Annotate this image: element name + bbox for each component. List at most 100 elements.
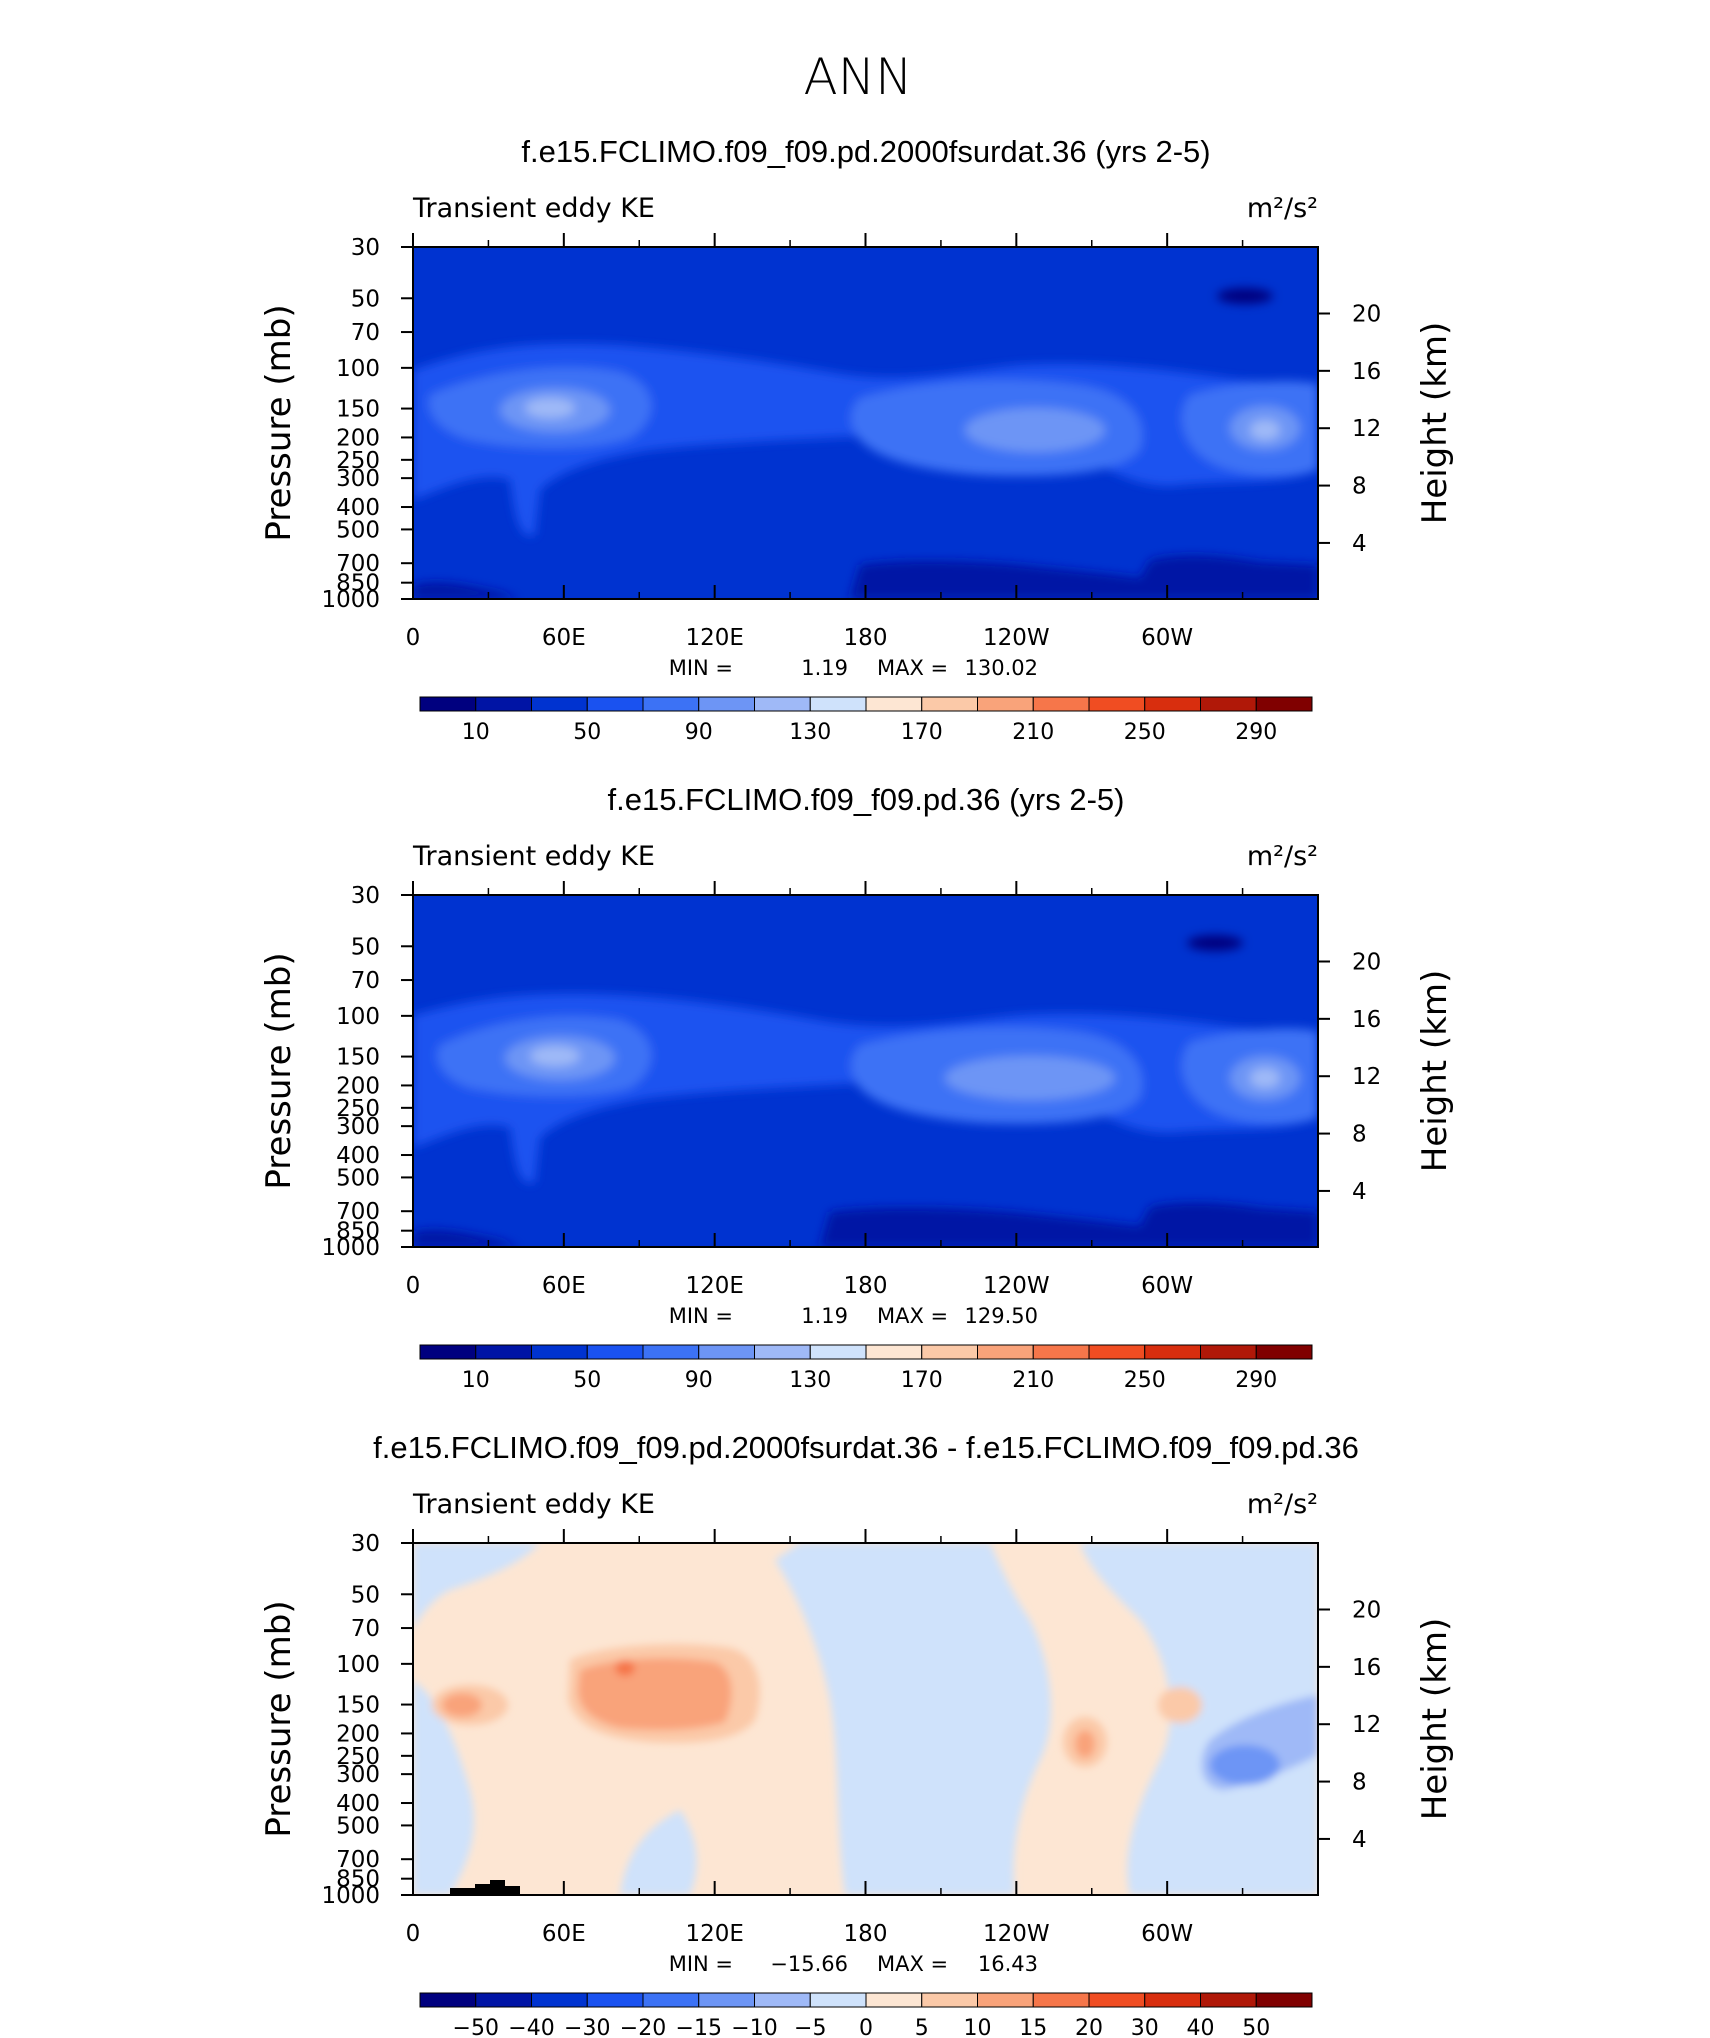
colorbar-swatch (586, 1992, 644, 2008)
colorbar-swatch (419, 696, 477, 712)
colorbar-label: −15 (676, 2016, 722, 2038)
y-tick-label: 300 (336, 1762, 380, 1788)
colorbar-label: 170 (901, 1368, 943, 1393)
panel-title: f.e15.FCLIMO.f09_f09.pd.2000fsurdat.36 (… (521, 134, 1210, 169)
x-tick-label: 0 (406, 1921, 421, 1947)
y-tick-label: 250 (336, 1096, 380, 1122)
y-tick-label: 500 (336, 1813, 380, 1839)
units-label: m²/s² (1247, 193, 1318, 224)
colorbar-label: −10 (731, 2016, 777, 2038)
colorbar-swatch (754, 696, 811, 712)
y-tick-label: 400 (336, 495, 380, 521)
field-pos-max (615, 1660, 635, 1676)
field-min-strato (1187, 935, 1243, 951)
panel-difference: f.e15.FCLIMO.f09_f09.pd.2000fsurdat.36 -… (259, 1430, 1455, 2038)
panel-control: f.e15.FCLIMO.f09_f09.pd.2000fsurdat.36 (… (259, 134, 1455, 745)
field-neg-band (775, 1543, 1051, 1895)
colorbar-swatch (1088, 1992, 1146, 2008)
colorbar-swatch (809, 1992, 867, 2008)
colorbar-label: 130 (789, 720, 831, 745)
colorbar-label: 250 (1124, 1368, 1166, 1393)
colorbar-label: 170 (901, 720, 943, 745)
colorbar-swatch (1088, 1344, 1146, 1360)
contour-field (413, 247, 1318, 599)
max-value: 130.02 (965, 656, 1038, 680)
colorbar-label: 290 (1235, 720, 1277, 745)
field-surface-low-west (413, 1229, 520, 1247)
y2-tick-label: 4 (1352, 1827, 1367, 1853)
x-tick-label: 60E (542, 1273, 586, 1299)
max-label: MAX = (877, 1952, 948, 1976)
y-tick-label: 700 (336, 551, 380, 577)
x-tick-label: 180 (844, 1273, 888, 1299)
variable-label: Transient eddy KE (412, 1489, 655, 1520)
y-tick-label: 200 (336, 1073, 380, 1099)
y-tick-label: 30 (351, 235, 380, 261)
colorbar-swatch (1032, 696, 1090, 712)
x-tick-label: 120E (685, 1921, 743, 1947)
colorbar-swatch (754, 1992, 811, 2008)
colorbar-label: 0 (859, 2016, 873, 2038)
colorbar-label: 10 (964, 2016, 992, 2038)
x-tick-label: 60E (542, 625, 586, 651)
colorbar-swatch (531, 1344, 588, 1360)
y-axis-title: Pressure (mb) (259, 1600, 299, 1837)
field-neg-max-east (1210, 1745, 1280, 1785)
x-tick-label: 180 (844, 625, 888, 651)
x-tick-label: 120W (983, 1273, 1050, 1299)
colorbar-swatch (642, 1992, 700, 2008)
y-tick-label: 300 (336, 1114, 380, 1140)
min-value: −15.66 (770, 1952, 848, 1976)
field-pos-central-core (1075, 1730, 1095, 1758)
colorbar-swatch (809, 696, 867, 712)
x-tick-label: 120W (983, 625, 1050, 651)
y-tick-label: 500 (336, 1165, 380, 1191)
y2-tick-label: 20 (1352, 949, 1381, 975)
colorbar-swatch (642, 696, 700, 712)
colorbar-label: −50 (453, 2016, 499, 2038)
y-tick-label: 50 (351, 1582, 380, 1608)
field-min-strato (1217, 288, 1273, 304)
min-value: 1.19 (801, 656, 848, 680)
colorbar-swatch (586, 1344, 644, 1360)
y-tick-label: 850 (336, 1219, 380, 1245)
colorbar-swatch (865, 1992, 923, 2008)
colorbar-label: −40 (508, 2016, 554, 2038)
colorbar-swatch (698, 1992, 755, 2008)
colorbar-label: 210 (1012, 720, 1054, 745)
panel-title: f.e15.FCLIMO.f09_f09.pd.2000fsurdat.36 -… (373, 1430, 1359, 1465)
colorbar-label: 40 (1187, 2016, 1215, 2038)
x-tick-label: 120W (983, 1921, 1050, 1947)
y2-axis-title: Height (km) (1415, 970, 1455, 1173)
x-tick-label: 180 (844, 1921, 888, 1947)
y-axis-title: Pressure (mb) (259, 952, 299, 1189)
colorbar-swatch (531, 696, 588, 712)
y2-tick-label: 8 (1352, 1122, 1367, 1148)
colorbar-swatch (1255, 1344, 1313, 1360)
y-tick-label: 150 (336, 1693, 380, 1719)
field-surface-low (850, 555, 1318, 599)
units-label: m²/s² (1247, 841, 1318, 872)
contour-field (413, 1543, 1318, 1895)
y-tick-label: 250 (336, 1744, 380, 1770)
colorbar-label: −5 (794, 2016, 826, 2038)
field-pos-east (1158, 1687, 1202, 1723)
panel-test: f.e15.FCLIMO.f09_f09.pd.36 (yrs 2-5) Tra… (259, 782, 1455, 1393)
colorbar-swatch (475, 1992, 532, 2008)
colorbar-swatch (921, 1992, 978, 2008)
contour-field (413, 895, 1318, 1247)
x-tick-label: 0 (406, 625, 421, 651)
colorbar-label: 50 (1242, 2016, 1270, 2038)
y2-axis-title: Height (km) (1415, 1618, 1455, 1821)
field-neg-lower (620, 1810, 697, 1895)
max-value: 129.50 (965, 1304, 1038, 1328)
colorbar-label: −20 (620, 2016, 666, 2038)
y-tick-label: 850 (336, 571, 380, 597)
colorbar-swatch (921, 696, 978, 712)
colorbar-swatch (1255, 1992, 1313, 2008)
colorbar-label: 10 (462, 720, 490, 745)
x-tick-label: 60W (1141, 1921, 1193, 1947)
colorbar-swatch (531, 1992, 588, 2008)
y-tick-label: 400 (336, 1791, 380, 1817)
y-tick-label: 700 (336, 1199, 380, 1225)
